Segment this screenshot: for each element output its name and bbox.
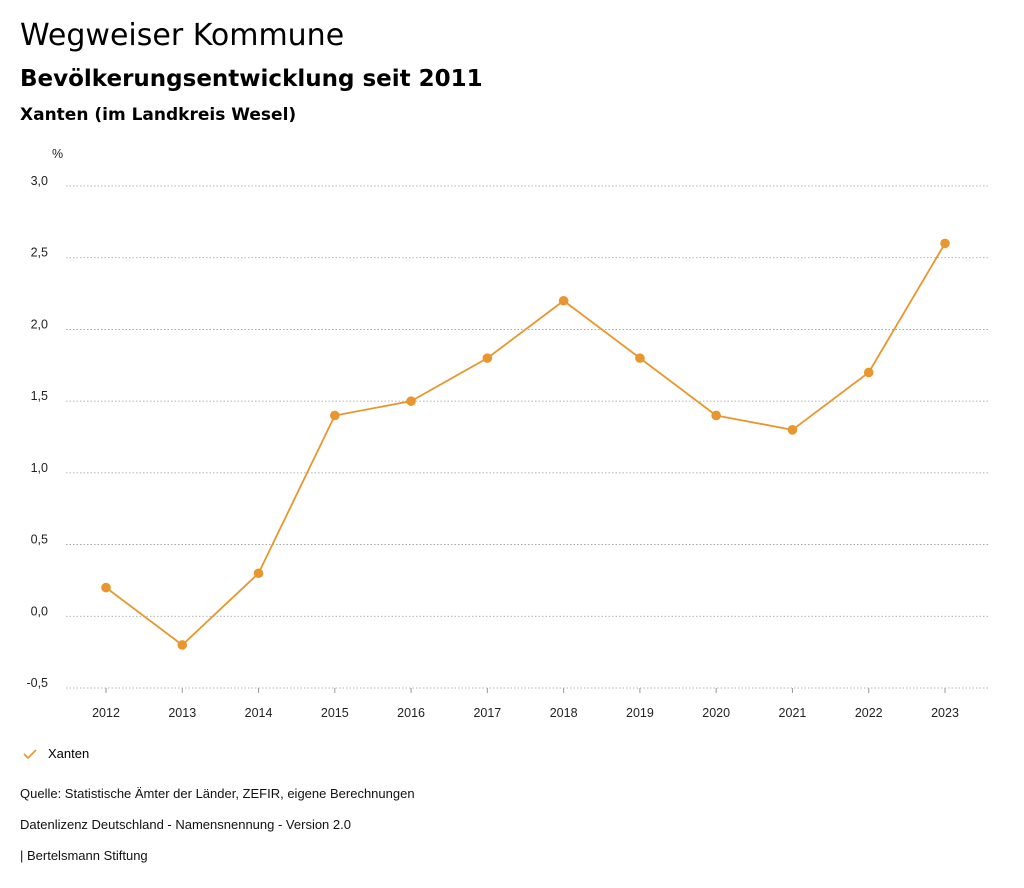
data-point	[787, 425, 798, 435]
legend-label-xanten: Xanten	[48, 746, 90, 761]
source-note: Quelle: Statistische Ämter der Länder, Z…	[20, 786, 415, 801]
data-point	[635, 353, 645, 363]
data-point	[940, 238, 950, 249]
y-tick-label: 2,5	[31, 246, 48, 260]
legend[interactable]: Xanten	[22, 746, 89, 761]
data-point	[711, 410, 721, 421]
chart-subtitle: Bevölkerungsentwicklung seit 2011	[20, 66, 483, 92]
x-tick-label: 2019	[626, 706, 654, 720]
data-point	[863, 367, 874, 378]
y-tick-label: 0,5	[31, 533, 48, 547]
series-line-xanten	[105, 242, 946, 646]
grid-lines	[66, 185, 990, 689]
x-tick-label: 2022	[855, 706, 883, 720]
line-chart: % 3,0 2,5 2,0 1,5 1,0 0,5 0,0 -0,5 2012 2013 2014…	[26, 147, 990, 720]
y-tick-label: 2,0	[31, 317, 48, 331]
x-tick-label: 2018	[550, 706, 578, 720]
x-tick-label: 2013	[168, 706, 196, 720]
data-point	[406, 396, 416, 406]
x-tick-label: 2021	[779, 706, 807, 720]
check-icon	[23, 748, 37, 759]
data-point	[177, 640, 188, 650]
data-point	[330, 410, 340, 421]
x-tick-label: 2012	[92, 706, 120, 720]
chart-region: Xanten (im Landkreis Wesel)	[20, 105, 297, 125]
series-layer	[101, 238, 950, 650]
license-note: Datenlizenz Deutschland - Namensnennung …	[20, 817, 351, 832]
y-axis-ticks: 3,0 2,5 2,0 1,5 1,0 0,5 0,0 -0,5	[26, 174, 48, 690]
x-tick-label: 2017	[473, 706, 501, 720]
x-tick-label: 2015	[321, 706, 349, 720]
y-tick-label: 3,0	[31, 174, 48, 188]
y-axis-unit-label: %	[52, 147, 63, 161]
data-point	[558, 295, 569, 306]
y-tick-label: -0,5	[26, 676, 48, 690]
x-tick-label: 2020	[702, 706, 730, 720]
publisher-note: | Bertelsmann Stiftung	[20, 848, 148, 863]
y-tick-label: 1,5	[31, 389, 48, 403]
data-point	[482, 353, 493, 363]
chart-title: Wegweiser Kommune	[20, 18, 345, 53]
x-tick-label: 2016	[397, 706, 425, 720]
y-tick-label: 0,0	[31, 604, 48, 618]
data-point	[253, 568, 264, 579]
x-tick-label: 2023	[931, 706, 959, 720]
x-axis-ticks: 2012 2013 2014 2015 2016 2017 2018 2019 2020 2021…	[92, 688, 959, 720]
data-point	[101, 582, 111, 593]
x-tick-label: 2014	[245, 706, 273, 720]
y-tick-label: 1,0	[31, 461, 48, 475]
